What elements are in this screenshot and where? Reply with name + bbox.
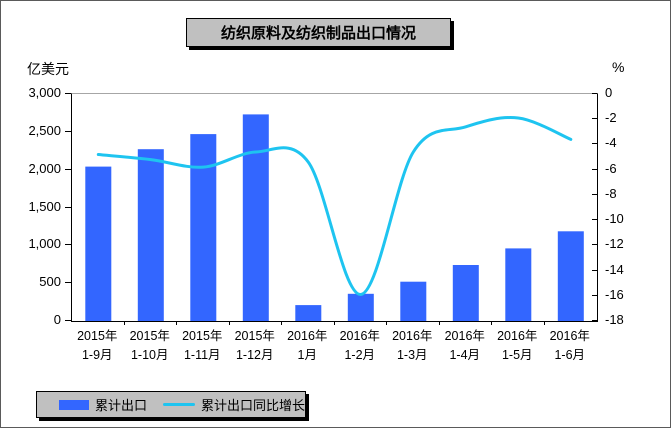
x-axis-labels: 2015年 1-9月 2015年 1-10月 2015年 1-11月 2015年 1-12月 2… [71, 327, 596, 365]
x-axis-tick [281, 321, 282, 325]
right-axis-tick [592, 93, 597, 94]
right-axis-tick [592, 244, 597, 245]
plot-area [71, 93, 598, 322]
legend: 累计出口 累计出口同比增长 [36, 391, 306, 418]
right-y-tick-label: -6 [605, 160, 617, 176]
x-axis-tick [491, 321, 492, 325]
left-axis-tick [65, 244, 71, 245]
right-y-tick-label: -18 [605, 312, 624, 327]
left-y-tick-label: 1,000 [28, 236, 61, 252]
plot-svg [85, 114, 584, 321]
x-tick-label: 2015年 1-11月 [182, 329, 223, 362]
right-y-tick-label: -16 [605, 286, 624, 302]
x-axis-tick [544, 321, 545, 325]
left-y-tick-label: 500 [39, 274, 61, 290]
trend-line [96, 116, 573, 296]
bar-2016年1-4月 [452, 265, 479, 321]
right-y-tick-label: -2 [605, 110, 617, 126]
left-y-tick-label: 3,000 [28, 85, 61, 100]
chart-title: 纺织原料及纺织制品出口情况 [220, 25, 416, 42]
right-axis-tick [592, 295, 597, 296]
right-y-tick-label: -12 [605, 236, 624, 252]
left-axis-tick [65, 282, 71, 283]
bar-2015年1-11月 [190, 134, 217, 321]
x-tick-label: 2016年 1-5月 [497, 329, 538, 362]
bar-2015年1-9月 [85, 166, 112, 321]
bar-2016年1-6月 [557, 231, 584, 321]
x-tick-label: 2015年 1-12月 [234, 329, 275, 362]
x-axis-tick [176, 321, 177, 325]
right-y-tick-label: -10 [605, 211, 624, 227]
left-axis-tick [65, 131, 71, 132]
right-y-tick-label: -14 [605, 261, 624, 277]
right-axis-tick [592, 219, 597, 220]
x-axis-tick [124, 321, 125, 325]
right-axis-tick [592, 194, 597, 195]
right-y-tick-label: -8 [605, 185, 617, 201]
right-y-tick-label: 0 [605, 85, 613, 100]
left-y-tick-label: 0 [53, 312, 61, 327]
bar-2015年1-10月 [137, 149, 164, 321]
x-axis-tick [439, 321, 440, 325]
left-axis-unit-label: 亿美元 [27, 61, 69, 77]
x-axis-tick [229, 321, 230, 325]
right-axis-unit-label: % [612, 59, 625, 75]
legend-line-swatch-icon [163, 403, 195, 406]
right-axis-tick [592, 118, 597, 119]
x-tick-label: 2016年 1-2月 [339, 329, 380, 362]
left-axis-tick [65, 320, 71, 321]
left-axis-tick [65, 93, 71, 94]
bar-2015年1-12月 [242, 114, 269, 321]
left-axis-tick [65, 169, 71, 170]
left-y-tick-label: 2,000 [28, 160, 61, 176]
bar-2016年1-2月 [347, 293, 374, 321]
bar-2016年1月 [295, 305, 322, 321]
left-axis-tick [65, 207, 71, 208]
x-tick-label: 2015年 1-9月 [77, 329, 118, 362]
x-tick-label: 2016年 1-6月 [549, 329, 590, 362]
bar-2016年1-5月 [505, 248, 532, 321]
legend-bar-label: 累计出口 [95, 398, 148, 413]
left-y-tick-label: 1,500 [28, 198, 61, 214]
x-axis-tick [386, 321, 387, 325]
x-tick-label: 2016年 1-4月 [444, 329, 485, 362]
x-tick-label: 2016年 1-3月 [392, 329, 433, 362]
bar-2016年1-3月 [400, 281, 427, 321]
right-axis-tick [592, 143, 597, 144]
right-y-tick-label: -4 [605, 135, 617, 151]
legend-line-label: 累计出口同比增长 [200, 398, 305, 413]
right-axis-tick [592, 320, 597, 321]
chart-title-box: 纺织原料及纺织制品出口情况 [186, 18, 451, 47]
x-tick-label: 2015年 1-10月 [129, 329, 170, 362]
x-axis-tick [334, 321, 335, 325]
legend-bar-swatch-icon [59, 399, 90, 410]
left-y-tick-label: 2,500 [28, 122, 61, 138]
right-axis-tick [592, 270, 597, 271]
right-axis-tick [592, 169, 597, 170]
x-tick-label: 2016年 1月 [287, 329, 328, 362]
